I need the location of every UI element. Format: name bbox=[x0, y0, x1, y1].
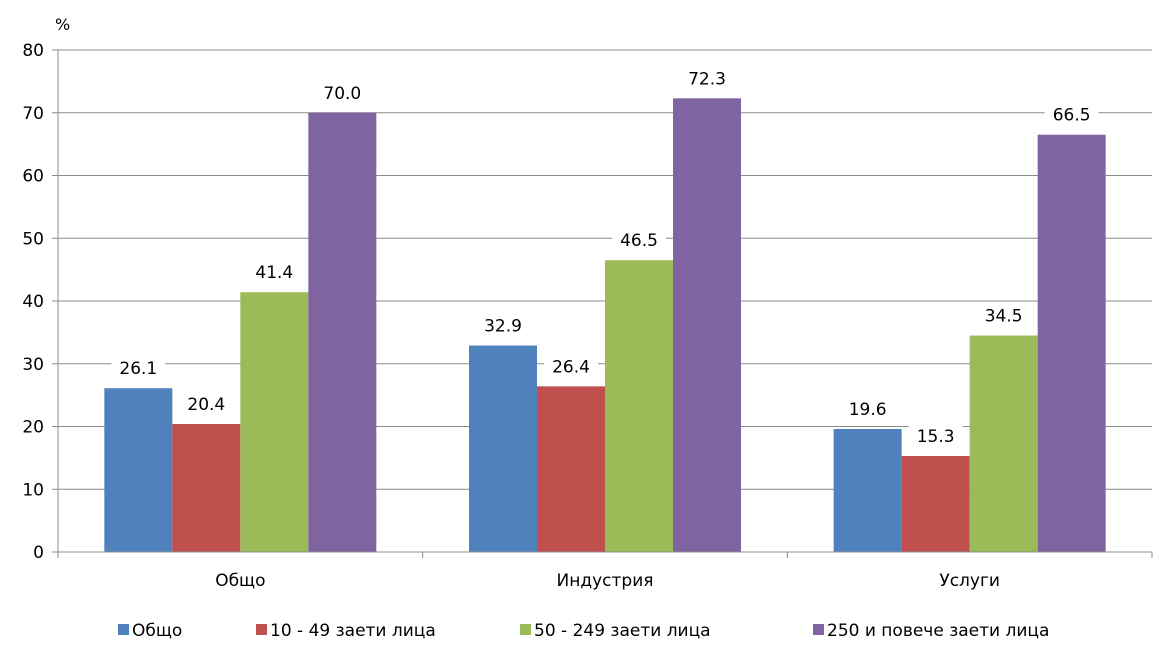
legend-label: Общо bbox=[132, 621, 182, 641]
data-label: 72.3 bbox=[688, 69, 726, 89]
legend-label: 50 - 249 заети лица bbox=[534, 621, 711, 641]
bar bbox=[537, 386, 605, 552]
data-label: 15.3 bbox=[917, 427, 955, 447]
bar bbox=[104, 388, 173, 552]
y-tick-label: 10 bbox=[22, 480, 44, 500]
data-label-background bbox=[179, 391, 234, 416]
x-axis: Общо Индустрия Услуги bbox=[57, 551, 1153, 591]
y-tick-label: 80 bbox=[22, 41, 44, 61]
bar bbox=[469, 345, 537, 552]
y-unit-label: % bbox=[55, 15, 70, 34]
data-labels: 26.1 20.4 41.4 70.0 32.9 26.4 46.5 72.3 19.6 15.3… bbox=[111, 66, 1099, 448]
bar bbox=[240, 292, 309, 552]
category-label: Индустрия bbox=[557, 571, 654, 591]
bar bbox=[673, 98, 741, 552]
legend-label: 10 - 49 заети лица bbox=[270, 621, 436, 641]
bar bbox=[1037, 134, 1106, 552]
data-label-background bbox=[247, 260, 302, 285]
y-tick-label: 50 bbox=[22, 229, 44, 249]
category-label: Услуги bbox=[939, 571, 1000, 591]
bars bbox=[104, 98, 1106, 552]
data-label: 70.0 bbox=[323, 84, 361, 104]
bar bbox=[172, 423, 241, 552]
data-label-background bbox=[1044, 102, 1099, 127]
data-label: 41.4 bbox=[255, 263, 293, 283]
y-axis: 0 10 20 30 40 50 60 70 80 bbox=[22, 41, 59, 563]
data-label: 34.5 bbox=[985, 307, 1023, 327]
legend-swatch bbox=[118, 624, 129, 635]
data-label: 66.5 bbox=[1053, 106, 1091, 126]
legend-swatch bbox=[256, 624, 267, 635]
data-label-background bbox=[680, 66, 734, 91]
category-label: Общо bbox=[215, 571, 265, 591]
y-tick-label: 0 bbox=[33, 543, 44, 563]
data-label-background bbox=[976, 303, 1031, 328]
data-label: 26.4 bbox=[552, 357, 590, 377]
legend-swatch bbox=[520, 624, 531, 635]
data-label: 32.9 bbox=[484, 317, 522, 337]
y-tick-label: 40 bbox=[22, 292, 44, 312]
y-tick-label: 60 bbox=[22, 167, 44, 187]
data-label-background bbox=[840, 397, 895, 422]
data-label: 20.4 bbox=[187, 395, 225, 415]
bar bbox=[969, 335, 1038, 552]
legend-swatch bbox=[813, 624, 824, 635]
legend-label: 250 и повече заети лица bbox=[827, 621, 1049, 641]
data-label-background bbox=[544, 354, 598, 379]
bar bbox=[308, 112, 377, 552]
data-label: 26.1 bbox=[119, 359, 157, 379]
bar bbox=[833, 429, 902, 552]
legend: Общо 10 - 49 заети лица 50 - 249 заети лиц… bbox=[118, 621, 1049, 641]
data-label-background bbox=[315, 80, 370, 105]
data-label-background bbox=[612, 228, 666, 253]
y-tick-label: 20 bbox=[22, 418, 44, 438]
y-tick-label: 30 bbox=[22, 355, 44, 375]
data-label-background bbox=[111, 356, 166, 381]
bar bbox=[901, 455, 970, 552]
data-label-background bbox=[476, 313, 530, 338]
bar bbox=[605, 260, 673, 552]
data-label: 19.6 bbox=[849, 400, 887, 420]
data-label: 46.5 bbox=[620, 231, 658, 251]
data-label-background bbox=[908, 423, 963, 448]
y-tick-label: 70 bbox=[22, 104, 44, 124]
